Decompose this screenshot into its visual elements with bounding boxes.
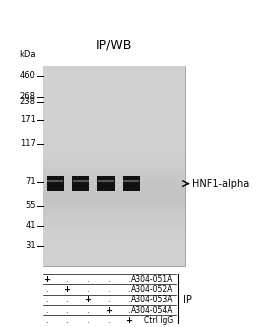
Text: .: .	[45, 285, 48, 294]
Bar	[43, 121, 185, 126]
Bar	[43, 86, 185, 91]
Bar	[43, 246, 185, 251]
Text: .: .	[127, 285, 130, 294]
Text: 55: 55	[25, 201, 36, 210]
Bar	[43, 71, 185, 76]
Text: .: .	[86, 285, 89, 294]
Bar	[43, 141, 185, 146]
Bar	[72, 176, 89, 191]
Bar	[97, 176, 114, 191]
Text: .: .	[66, 295, 68, 304]
Text: .: .	[107, 275, 110, 284]
Bar	[43, 166, 185, 171]
Bar	[43, 171, 185, 176]
Bar	[43, 231, 185, 236]
Text: +: +	[43, 275, 50, 284]
Text: A304-054A: A304-054A	[131, 305, 174, 315]
Bar	[43, 76, 185, 81]
Bar	[43, 206, 185, 211]
Text: IP: IP	[183, 295, 192, 305]
Bar	[43, 241, 185, 246]
Bar	[43, 236, 185, 241]
Text: HNF1-alpha: HNF1-alpha	[192, 179, 249, 189]
Text: A304-051A: A304-051A	[131, 275, 174, 284]
Bar	[73, 180, 89, 182]
Text: .: .	[107, 295, 110, 304]
Text: .: .	[66, 316, 68, 325]
Text: 31: 31	[25, 241, 36, 250]
Bar	[43, 116, 185, 121]
Bar	[43, 251, 185, 256]
Text: 117: 117	[20, 139, 36, 148]
Bar	[43, 151, 185, 156]
Text: .: .	[86, 316, 89, 325]
Bar	[43, 196, 185, 201]
Text: .: .	[107, 285, 110, 294]
Text: .: .	[45, 316, 48, 325]
Text: kDa: kDa	[19, 50, 36, 60]
Bar	[43, 181, 185, 186]
Bar	[47, 180, 63, 182]
Text: +: +	[63, 285, 70, 294]
Text: 171: 171	[20, 115, 36, 124]
Text: Ctrl IgG: Ctrl IgG	[144, 316, 174, 325]
Text: 268: 268	[20, 93, 36, 101]
Text: IP/WB: IP/WB	[96, 38, 132, 51]
Text: 41: 41	[25, 221, 36, 230]
Bar	[43, 211, 185, 216]
Text: A304-053A: A304-053A	[131, 295, 174, 304]
Text: .: .	[127, 305, 130, 315]
Text: .: .	[127, 295, 130, 304]
Text: 460: 460	[20, 71, 36, 80]
Text: .: .	[107, 316, 110, 325]
Text: .: .	[86, 305, 89, 315]
Bar	[43, 81, 185, 86]
Bar	[43, 256, 185, 261]
Bar	[43, 216, 185, 221]
Text: .: .	[127, 275, 130, 284]
Bar	[43, 96, 185, 101]
Bar	[43, 131, 185, 136]
Bar	[43, 101, 185, 106]
Bar	[43, 111, 185, 116]
Bar	[43, 66, 185, 266]
Bar	[43, 261, 185, 266]
Bar	[43, 226, 185, 231]
Text: 238: 238	[20, 97, 36, 106]
Bar	[43, 146, 185, 151]
Bar	[123, 180, 139, 182]
Text: +: +	[125, 316, 132, 325]
Bar	[43, 91, 185, 96]
Text: .: .	[45, 295, 48, 304]
Bar	[43, 176, 185, 181]
Bar	[43, 136, 185, 141]
Bar	[43, 106, 185, 111]
Bar	[43, 186, 185, 191]
Text: .: .	[66, 275, 68, 284]
Text: +: +	[105, 305, 112, 315]
Text: +: +	[84, 295, 91, 304]
Text: .: .	[66, 305, 68, 315]
Bar	[47, 176, 64, 191]
Bar	[43, 66, 185, 71]
Bar	[43, 221, 185, 226]
Text: .: .	[45, 305, 48, 315]
Bar	[43, 161, 185, 166]
Text: .: .	[86, 275, 89, 284]
Bar	[43, 191, 185, 196]
Text: 71: 71	[25, 177, 36, 186]
Bar	[43, 201, 185, 206]
Bar	[98, 180, 114, 182]
Bar	[123, 176, 140, 191]
Text: A304-052A: A304-052A	[131, 285, 174, 294]
Bar	[43, 156, 185, 161]
Bar	[43, 126, 185, 131]
